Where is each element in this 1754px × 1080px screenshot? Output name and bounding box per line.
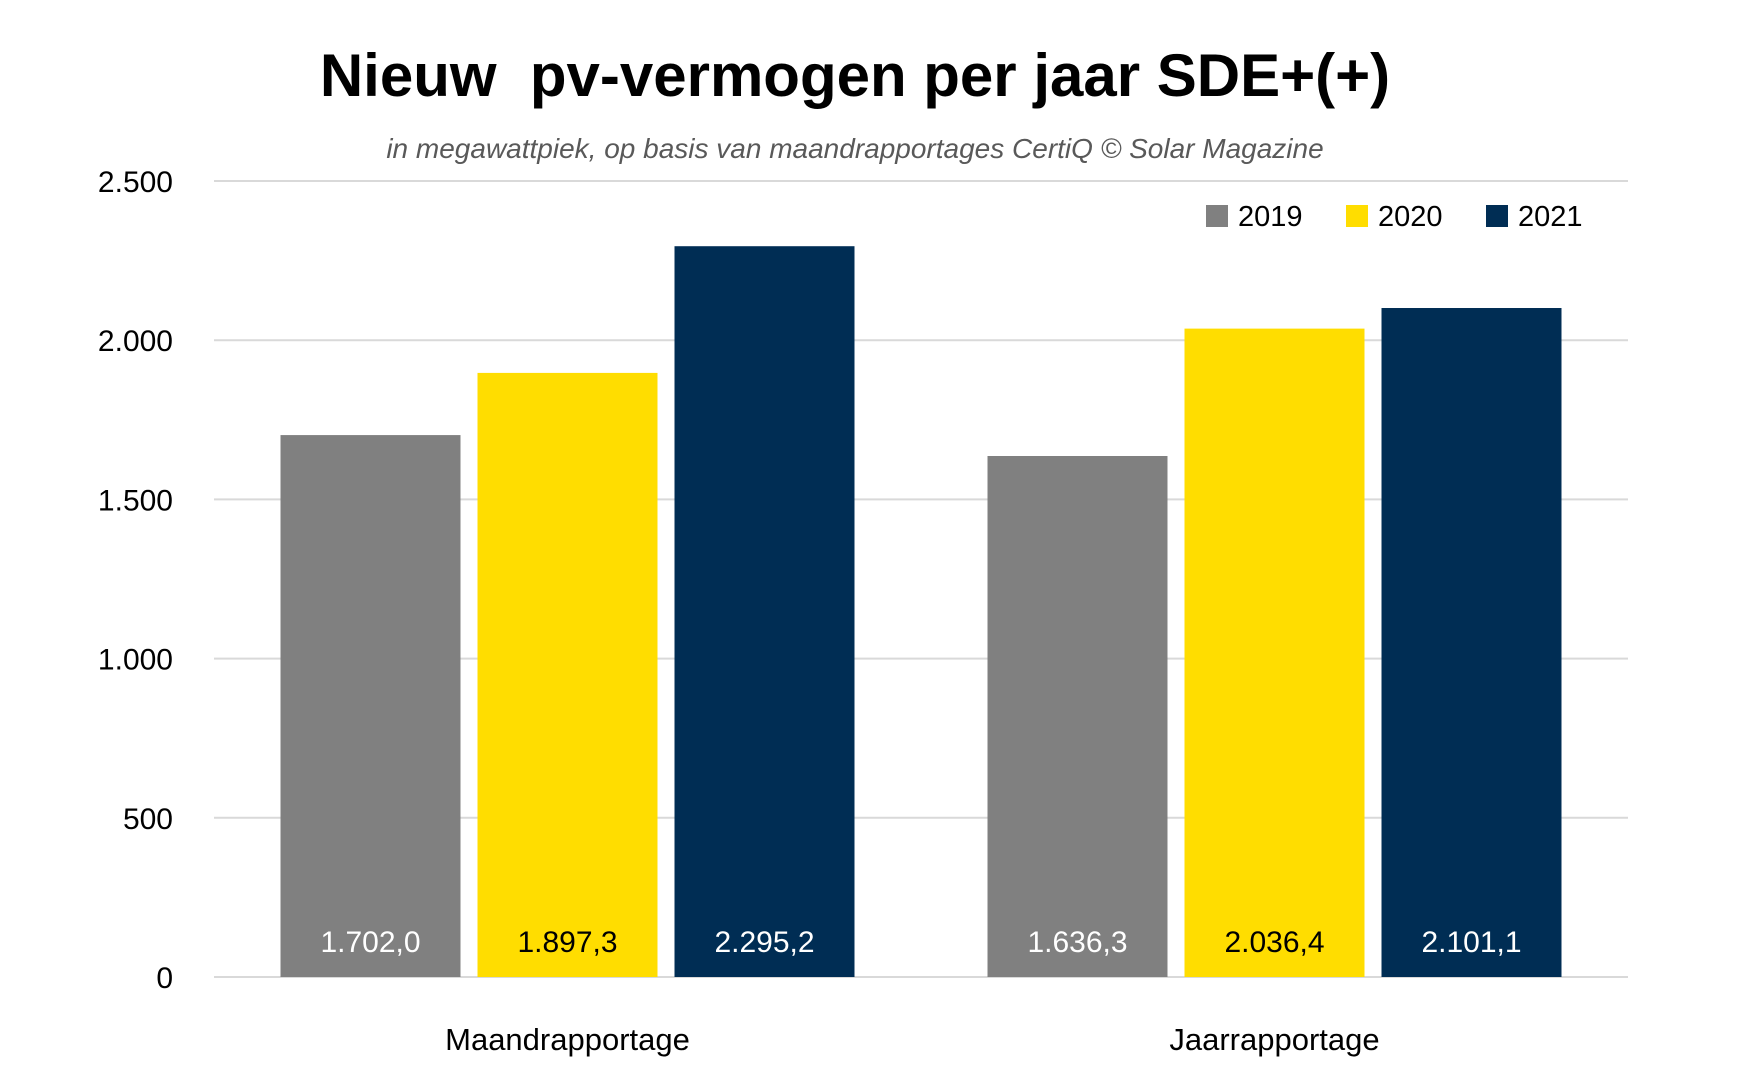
bar-2019 [987,456,1168,977]
chart-title: Nieuw pv-vermogen per jaar SDE+(+) [320,42,1390,109]
bar-2020 [1184,328,1365,977]
y-tick-label: 2.500 [98,166,173,199]
data-label: 2.036,4 [1224,926,1324,959]
data-label: 2.295,2 [714,926,814,959]
bar-2021 [674,246,855,977]
x-category-label: Jaarrapportage [1169,1022,1379,1057]
data-label: 1.636,3 [1027,926,1127,959]
bars [280,246,1562,978]
y-tick-label: 0 [156,962,173,995]
x-axis-category-labels: Maandrapportage Jaarrapportage [445,1022,1379,1057]
legend-swatch-2021 [1486,205,1508,227]
bar-2020 [477,372,658,978]
data-label: 1.897,3 [517,926,617,959]
legend-label: 2021 [1518,201,1583,233]
legend-swatch-2020 [1346,205,1368,227]
y-axis-tick-labels: 0 500 1.000 1.500 2.000 2.500 [98,166,173,995]
y-tick-label: 1.000 [98,644,173,677]
data-label: 2.101,1 [1421,926,1521,959]
y-tick-label: 1.500 [98,484,173,517]
x-category-label: Maandrapportage [445,1022,690,1057]
chart-subtitle: in megawattpiek, op basis van maandrappo… [386,133,1323,164]
legend-label: 2019 [1238,201,1303,233]
y-tick-label: 2.000 [98,325,173,358]
y-tick-label: 500 [123,803,173,836]
legend: 2019 2020 2021 [1206,201,1583,233]
data-labels: 1.702,0 1.897,3 2.295,2 1.636,3 2.036,4 2.101… [320,926,1521,959]
legend-swatch-2019 [1206,205,1228,227]
bar-2019 [280,435,461,977]
legend-label: 2020 [1378,201,1443,233]
bar-2021 [1381,308,1562,977]
data-label: 1.702,0 [320,926,420,959]
